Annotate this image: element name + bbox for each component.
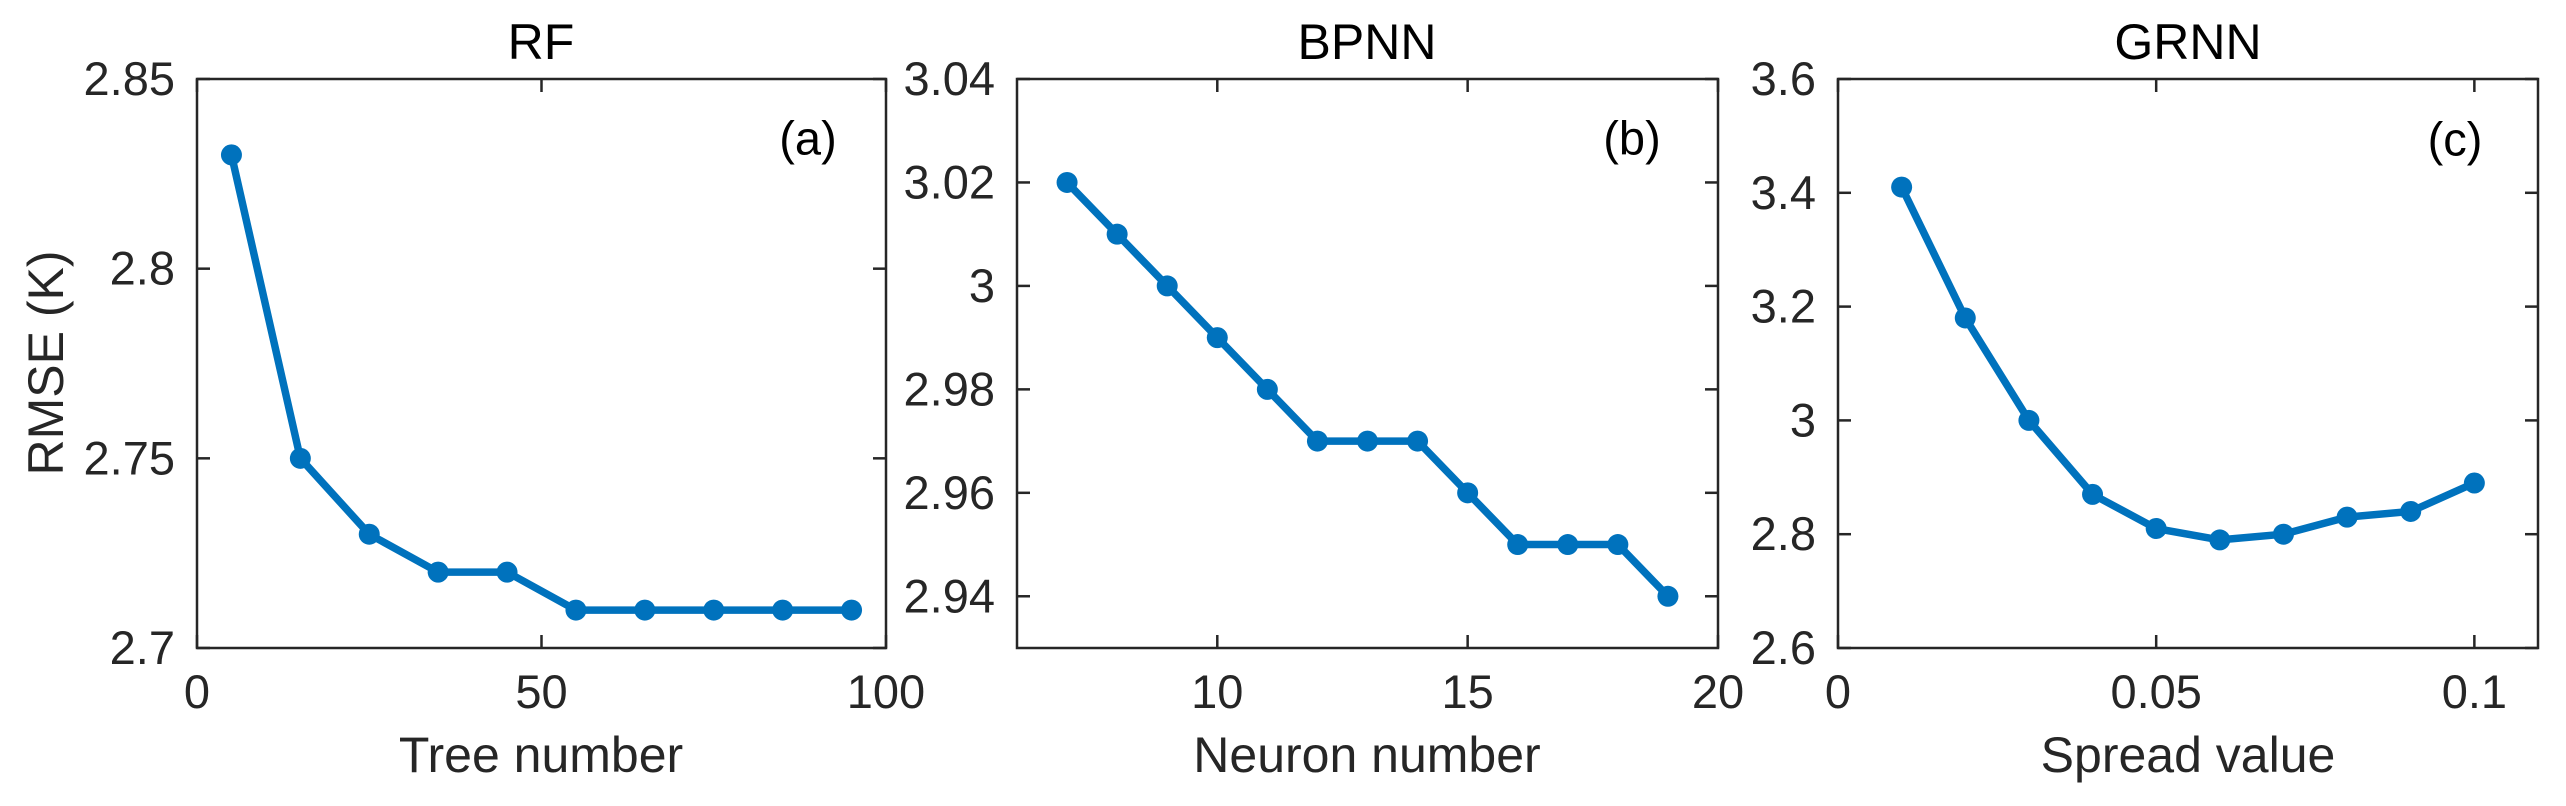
bpnn-rmse-marker	[1106, 223, 1128, 245]
bpnn-rmse-marker	[1407, 430, 1429, 452]
rf-rmse-line	[227, 151, 856, 614]
panel-b-plot: 10 15 20 2.94 2.96 2.98 3 3.02 3.04	[904, 52, 1745, 718]
panel-b-xaxis-label: Neuron number	[1193, 727, 1541, 783]
y-tick-label: 3.4	[1751, 166, 1816, 219]
bpnn-rmse-marker	[1457, 482, 1479, 504]
y-tick-label: 2.75	[84, 431, 175, 484]
rf-rmse-marker	[841, 599, 863, 621]
y-tick-label: 2.98	[904, 362, 995, 415]
rf-rmse-marker	[772, 599, 794, 621]
bpnn-rmse-marker	[1557, 534, 1579, 556]
panel-c-title: GRNN	[2114, 14, 2262, 70]
x-tick-label: 0	[1825, 665, 1851, 718]
rf-rmse-marker	[496, 561, 518, 583]
rf-rmse-marker	[427, 561, 449, 583]
panel-a-plot: 0 50 100 2.7 2.75 2.8 2.85	[84, 52, 926, 718]
bpnn-rmse-marker	[1357, 430, 1378, 452]
rf-rmse-marker	[703, 599, 725, 621]
x-tick-label: 0.1	[2442, 665, 2507, 718]
y-tick-label: 2.7	[110, 621, 175, 674]
grnn-rmse-marker	[2272, 523, 2294, 545]
y-tick-label: 2.85	[84, 52, 175, 105]
panel-b-annotation: (b)	[1603, 111, 1661, 165]
x-tick-label: 0	[184, 665, 210, 718]
bpnn-rmse-line	[1063, 178, 1672, 601]
bpnn-rmse-marker	[1206, 327, 1228, 349]
grnn-rmse-marker	[2463, 472, 2485, 494]
y-tick-label: 2.6	[1751, 621, 1816, 674]
x-tick-label: 50	[515, 665, 567, 718]
y-tick-label: 2.8	[1751, 507, 1816, 560]
grnn-rmse-marker	[1954, 307, 1976, 329]
grnn-rmse-marker	[2209, 529, 2231, 551]
grnn-rmse-line	[1897, 183, 2479, 544]
panel-a-title: RF	[507, 14, 575, 70]
grnn-rmse-marker	[2400, 500, 2422, 522]
rf-rmse-marker	[634, 599, 656, 621]
panel-c-xaxis-label: Spread value	[2040, 727, 2336, 783]
x-tick-label: 100	[847, 665, 925, 718]
bpnn-rmse-marker	[1607, 534, 1629, 556]
rf-rmse-marker	[289, 447, 311, 469]
panel-a-xaxis-label: Tree number	[398, 727, 684, 783]
panel-a-annotation: (a)	[779, 111, 837, 165]
x-tick-label: 10	[1191, 665, 1243, 718]
grnn-rmse-marker	[1891, 176, 1913, 198]
yaxis-label-rmse: RMSE (K)	[18, 250, 74, 476]
panel-c-plot: 0 0.05 0.1 2.6 2.8 3 3.2 3.4 3.6	[1751, 52, 2540, 718]
bpnn-rmse-marker	[1657, 585, 1679, 607]
bpnn-rmse-marker	[1306, 430, 1328, 452]
grnn-rmse-marker	[2082, 483, 2104, 505]
plot-box	[1836, 77, 2540, 650]
x-tick-label: 20	[1692, 665, 1744, 718]
rf-rmse-marker	[565, 599, 587, 621]
x-tick-label: 15	[1442, 665, 1494, 718]
bpnn-rmse-marker	[1507, 534, 1529, 556]
grnn-rmse-marker	[2336, 506, 2358, 528]
x-tick-label: 0.05	[2110, 665, 2201, 718]
y-tick-label: 3	[969, 259, 995, 312]
y-tick-label: 3.04	[904, 52, 995, 105]
rf-rmse-marker	[220, 144, 242, 166]
y-tick-label: 2.94	[904, 569, 995, 622]
panel-b-title: BPNN	[1297, 14, 1437, 70]
y-tick-label: 3.2	[1751, 280, 1816, 333]
y-tick-label: 2.8	[110, 242, 175, 295]
bpnn-rmse-marker	[1256, 378, 1278, 400]
y-tick-label: 2.96	[904, 466, 995, 519]
grnn-rmse-marker	[2145, 518, 2167, 540]
panel-c-annotation: (c)	[2427, 112, 2483, 166]
plot-box	[1015, 77, 1720, 650]
bpnn-rmse-marker	[1156, 275, 1178, 297]
rf-rmse-marker	[358, 523, 380, 545]
bpnn-rmse-marker	[1056, 171, 1078, 193]
y-tick-label: 3	[1790, 393, 1816, 446]
y-tick-label: 3.02	[904, 155, 995, 208]
grnn-rmse-marker	[2018, 409, 2040, 431]
y-tick-label: 3.6	[1751, 52, 1816, 105]
